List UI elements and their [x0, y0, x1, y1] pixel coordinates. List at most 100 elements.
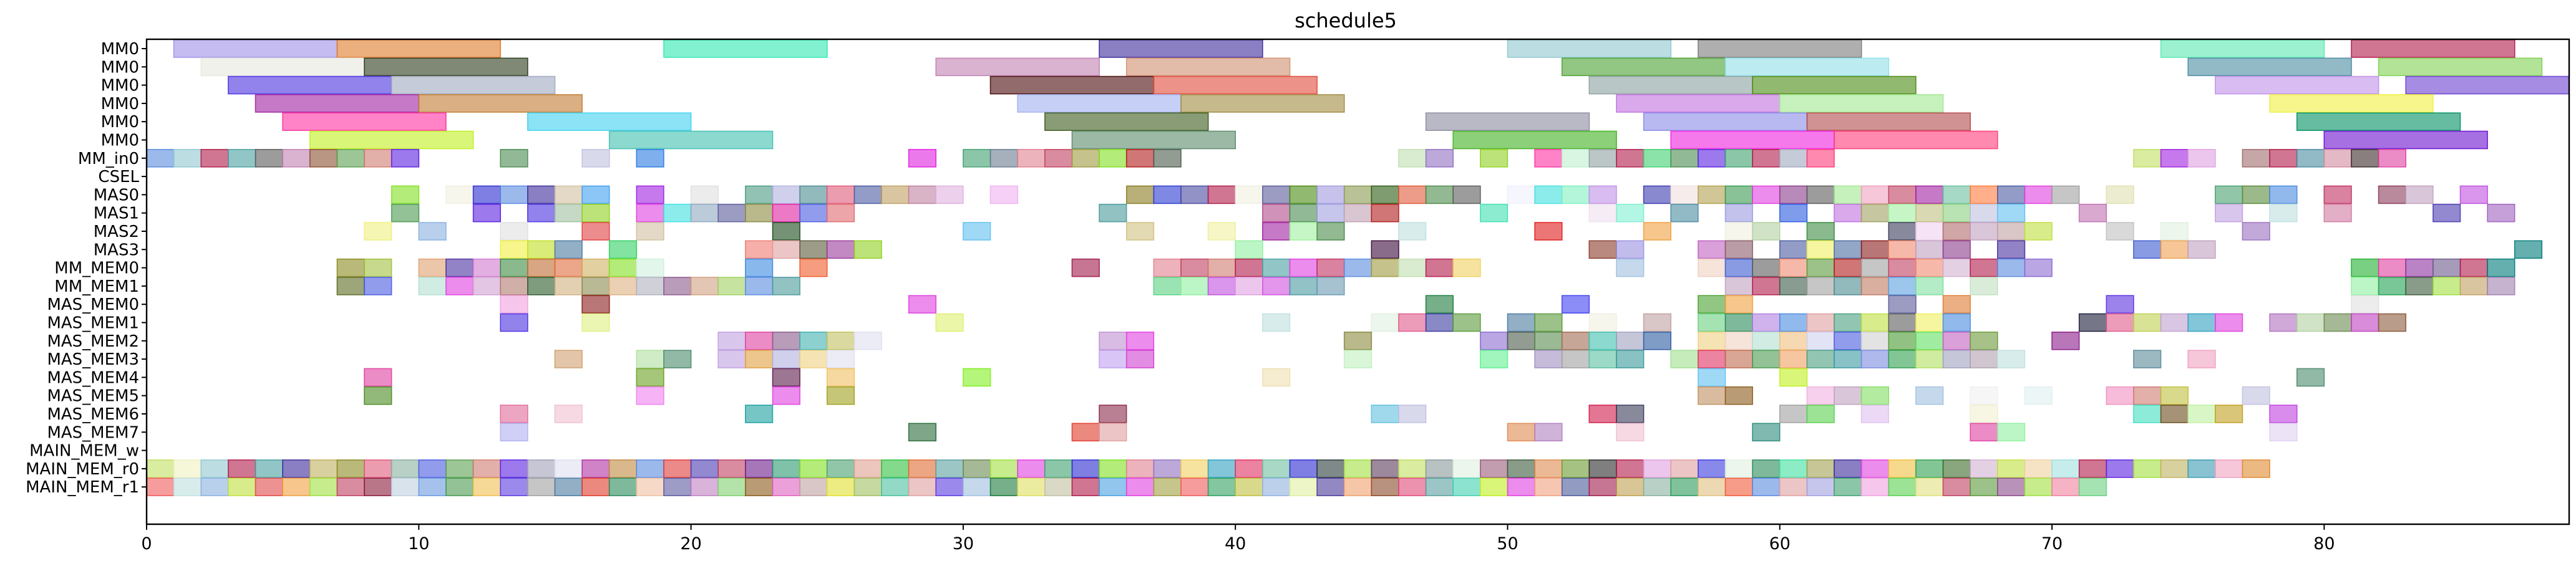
gantt-cell	[2459, 185, 2488, 204]
gantt-bar	[2405, 75, 2570, 95]
gantt-cell	[1616, 423, 1645, 442]
gantt-cell	[1724, 459, 1753, 478]
gantt-cell	[1724, 240, 1753, 259]
gantt-cell	[1207, 477, 1236, 497]
gantt-cell	[690, 277, 719, 295]
gantt-cell	[989, 185, 1018, 204]
gantt-cell	[2215, 203, 2243, 223]
gantt-cell	[1507, 477, 1535, 497]
gantt-cell	[1997, 222, 2026, 241]
gantt-bar	[228, 75, 392, 95]
gantt-cell	[1262, 313, 1291, 332]
gantt-cell	[1779, 185, 1808, 204]
gantt-cell	[1343, 331, 1373, 350]
gantt-cell	[1970, 386, 1998, 405]
gantt-cell	[989, 149, 1018, 168]
gantt-cell	[690, 477, 719, 497]
gantt-cell	[772, 368, 800, 387]
y-tick-label: MM0	[101, 40, 139, 59]
gantt-cell	[1888, 459, 1917, 478]
gantt-cell	[1752, 258, 1781, 277]
y-tick-label: MAIN_MEM_r1	[26, 478, 139, 497]
gantt-cell	[1480, 459, 1509, 478]
gantt-cell	[2078, 203, 2107, 223]
gantt-cell	[663, 459, 692, 478]
gantt-cell	[1834, 203, 1862, 223]
gantt-bar	[1180, 94, 1345, 113]
gantt-cell	[853, 477, 882, 497]
gantt-cell	[1289, 277, 1318, 295]
gantt-cell	[554, 258, 583, 277]
gantt-cell	[1125, 185, 1155, 204]
gantt-bar	[2351, 39, 2515, 58]
gantt-cell	[1207, 459, 1236, 478]
gantt-cell	[2078, 313, 2107, 332]
gantt-cell	[1044, 149, 1073, 168]
gantt-cell	[1398, 258, 1427, 277]
gantt-cell	[336, 277, 365, 295]
gantt-cell	[935, 185, 964, 204]
gantt-cell	[690, 203, 719, 223]
gantt-cell	[1044, 459, 1073, 478]
gantt-cell	[1997, 203, 2026, 223]
gantt-cell	[2323, 203, 2352, 223]
gantt-cell	[608, 477, 638, 497]
gantt-cell	[1888, 222, 1917, 241]
gantt-cell	[1343, 350, 1373, 368]
gantt-cell	[853, 185, 882, 204]
gantt-cell	[1970, 222, 1998, 241]
gantt-cell	[1942, 350, 1971, 368]
gantt-cell	[1289, 185, 1318, 204]
gantt-bar	[935, 57, 1100, 77]
gantt-cell	[255, 149, 283, 168]
gantt-cell	[1779, 459, 1808, 478]
plot-frame	[145, 38, 2570, 525]
gantt-cell	[1888, 277, 1917, 295]
gantt-cell	[1970, 277, 1998, 295]
gantt-bar	[309, 130, 474, 150]
gantt-cell	[2269, 185, 2298, 204]
gantt-cell	[2187, 149, 2216, 168]
gantt-bar	[1834, 130, 1998, 150]
gantt-cell	[2351, 277, 2379, 295]
gantt-cell	[799, 331, 828, 350]
gantt-cell	[2160, 386, 2189, 405]
gantt-cell	[963, 368, 991, 387]
gantt-cell	[2405, 277, 2434, 295]
gantt-cell	[336, 459, 365, 478]
gantt-cell	[500, 295, 528, 314]
gantt-cell	[2242, 185, 2270, 204]
gantt-cell	[554, 185, 583, 204]
gantt-bar	[663, 39, 828, 58]
gantt-cell	[581, 258, 610, 277]
gantt-cell	[2133, 386, 2162, 405]
gantt-cell	[963, 149, 991, 168]
gantt-cell	[146, 459, 175, 478]
gantt-cell	[1643, 313, 1672, 332]
gantt-cell	[1752, 313, 1781, 332]
gantt-cell	[1017, 459, 1046, 478]
gantt-cell	[826, 368, 855, 387]
gantt-cell	[1235, 459, 1263, 478]
gantt-cell	[418, 258, 447, 277]
gantt-bar	[336, 39, 502, 58]
gantt-cell	[2187, 240, 2216, 259]
gantt-cell	[1588, 149, 1617, 168]
gantt-cell	[2459, 277, 2488, 295]
gantt-cell	[1534, 185, 1563, 204]
gantt-cell	[1834, 258, 1862, 277]
gantt-bar	[1153, 75, 1318, 95]
gantt-cell	[2187, 459, 2216, 478]
gantt-cell	[772, 350, 800, 368]
gantt-cell	[1806, 477, 1835, 497]
gantt-cell	[1180, 277, 1209, 295]
gantt-bar	[282, 112, 447, 131]
gantt-cell	[1779, 313, 1808, 332]
gantt-cell	[636, 185, 664, 204]
gantt-cell	[554, 277, 583, 295]
gantt-cell	[1970, 350, 1998, 368]
gantt-bar	[2296, 112, 2461, 131]
gantt-cell	[935, 313, 964, 332]
gantt-cell	[1371, 313, 1399, 332]
gantt-cell	[228, 459, 256, 478]
